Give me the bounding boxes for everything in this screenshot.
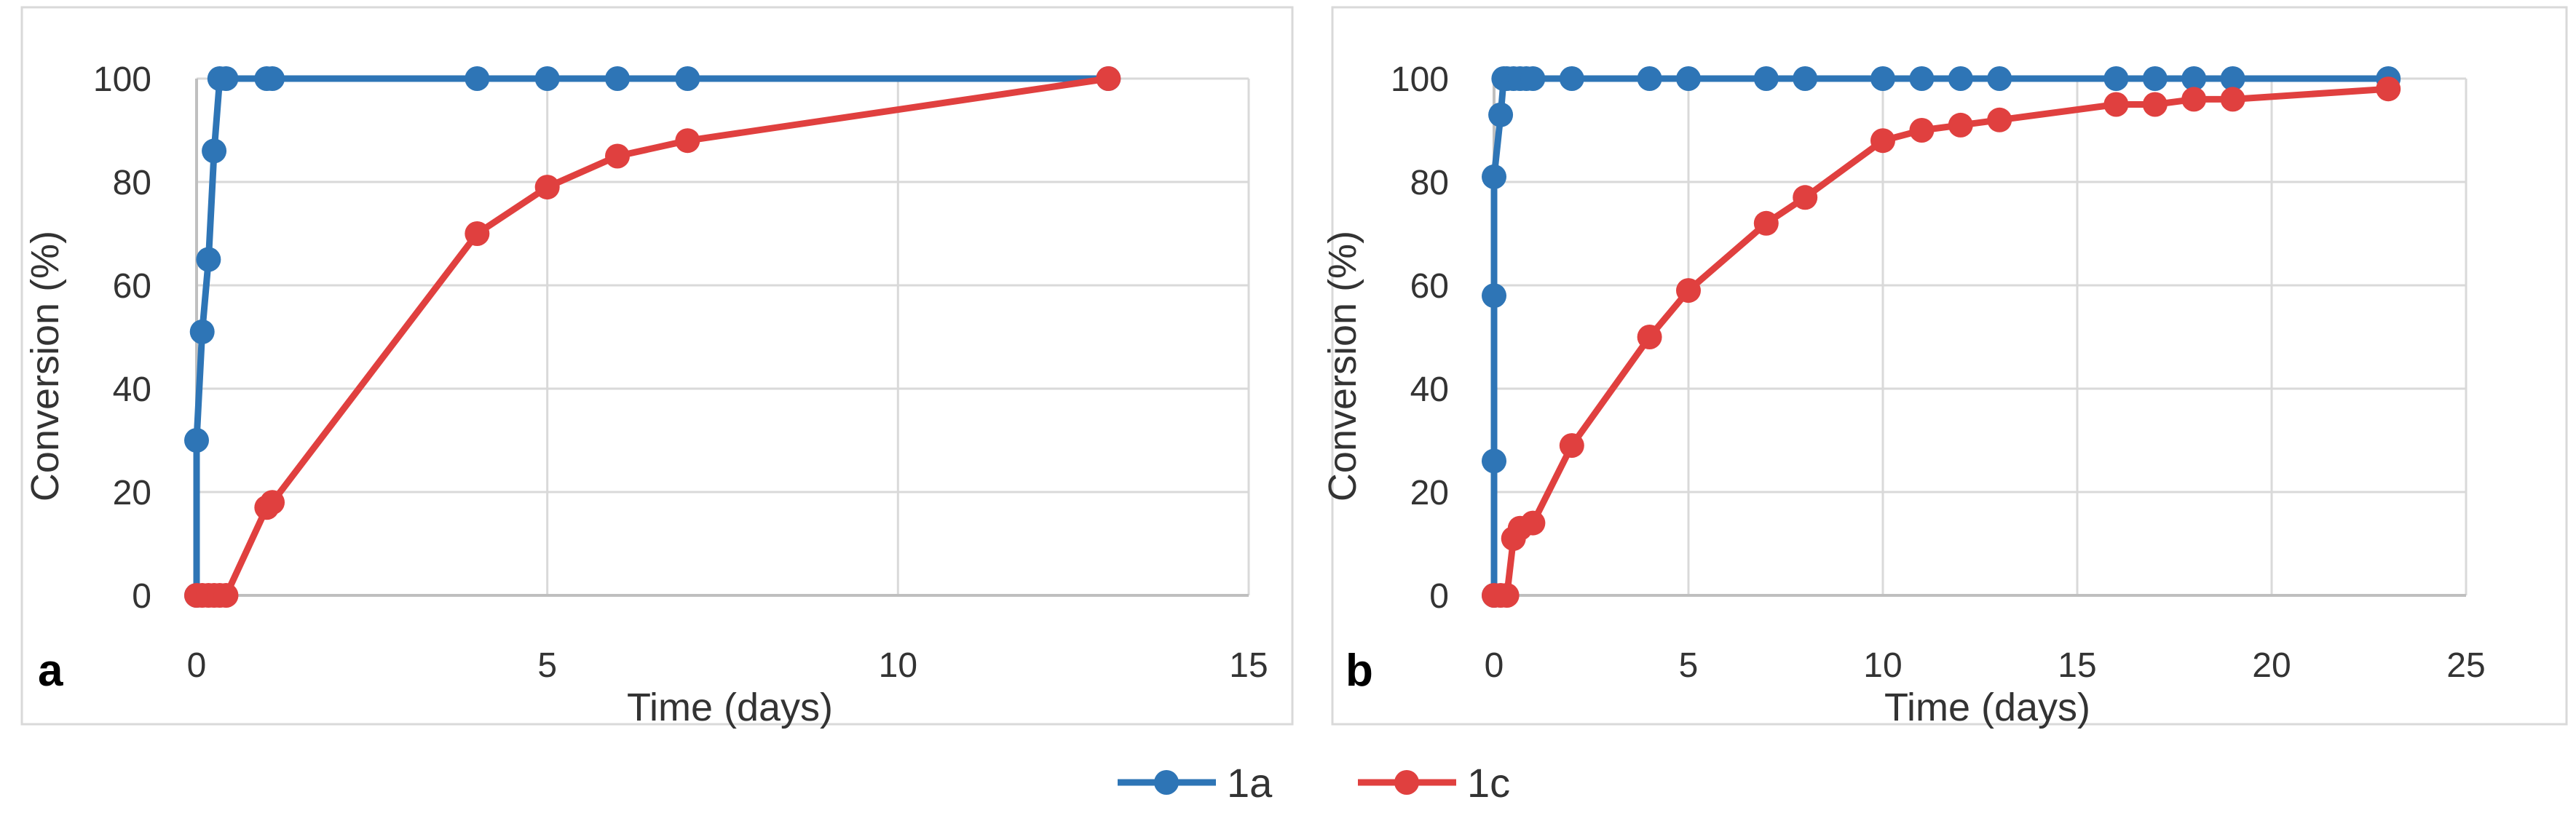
data-point (1482, 283, 1506, 309)
panel-label: a (38, 646, 63, 696)
y-tick-label: 80 (113, 164, 151, 202)
data-point (1987, 107, 2012, 132)
data-point (1096, 66, 1121, 91)
x-tick-label: 20 (2252, 646, 2291, 685)
data-point (1948, 112, 1973, 138)
x-tick-label: 0 (187, 646, 207, 685)
x-tick-label: 10 (1863, 646, 1902, 685)
data-point (213, 583, 239, 608)
panel-b: 0 20 40 60 80 100 0 5 10 15 20 25 Time (days) Convers… (1321, 6, 2568, 729)
x-axis-title: Time (days) (627, 686, 833, 729)
series-line (1490, 75, 2392, 599)
x-tick-label: 10 (879, 646, 917, 685)
data-point (1909, 118, 1935, 143)
series-line (193, 75, 1112, 599)
x-tick-label: 5 (1679, 646, 1699, 685)
data-point (1482, 448, 1506, 474)
panel-a: 0 20 40 60 80 100 0 5 10 15 Time (days) Conversion … (20, 6, 1294, 729)
data-point (675, 66, 700, 91)
panel-label: b (1346, 646, 1373, 696)
panel-frame (20, 6, 1294, 726)
data-point (1753, 66, 1779, 91)
data-point (1948, 66, 1973, 91)
y-tick-label: 0 (1429, 577, 1449, 616)
data-point (2220, 66, 2245, 91)
series-line (1490, 85, 2392, 599)
y-tick-label: 40 (113, 370, 151, 409)
data-point (189, 319, 215, 344)
data-point (1520, 510, 1546, 536)
data-point (675, 128, 700, 154)
data-point (1637, 66, 1662, 91)
data-point (465, 221, 490, 246)
data-point (605, 66, 630, 91)
y-tick-label: 20 (113, 474, 151, 512)
y-tick-label: 100 (1391, 60, 1449, 99)
data-point (213, 66, 239, 91)
data-point (2181, 66, 2207, 91)
legend-label: 1c (1467, 760, 1510, 806)
legend: 1a 1c (1118, 760, 1510, 806)
legend-marker (1394, 770, 1419, 795)
data-point (605, 143, 630, 169)
data-point (1482, 164, 1506, 189)
x-tick-label: 25 (2446, 646, 2485, 685)
data-point (196, 247, 221, 272)
y-tick-label: 100 (93, 60, 151, 99)
data-point (1753, 210, 1779, 236)
data-point (2181, 87, 2207, 112)
y-axis-title: Conversion (%) (1321, 231, 1364, 501)
y-tick-label: 60 (113, 267, 151, 306)
data-point (1870, 128, 1895, 154)
x-tick-label: 15 (2058, 646, 2096, 685)
x-axis-title: Time (days) (1884, 686, 2090, 729)
series-1c (184, 66, 1121, 608)
data-point (2103, 92, 2129, 117)
data-point (1559, 433, 1584, 459)
legend-item-1c: 1c (1358, 760, 1510, 806)
data-point (184, 428, 209, 453)
data-point (534, 175, 560, 200)
data-point (1559, 66, 1584, 91)
data-point (1494, 583, 1520, 608)
data-point (2103, 66, 2129, 91)
y-axis-title: Conversion (%) (23, 231, 67, 501)
y-tick-label: 60 (1410, 267, 1449, 306)
data-point (1488, 102, 1514, 127)
series-line (193, 75, 1112, 599)
data-point (534, 66, 560, 91)
y-tick-label: 80 (1410, 164, 1449, 202)
data-point (1793, 66, 1818, 91)
data-point (2142, 66, 2168, 91)
x-tick-label: 5 (537, 646, 557, 685)
data-point (2142, 92, 2168, 117)
legend-label: 1a (1227, 760, 1273, 806)
data-point (202, 138, 227, 164)
data-point (2376, 76, 2401, 102)
series-1a (1482, 66, 2401, 608)
data-point (1987, 66, 2012, 91)
data-point (465, 66, 490, 91)
data-point (1909, 66, 1935, 91)
y-tick-label: 40 (1410, 370, 1449, 409)
data-point (1676, 66, 1701, 91)
data-point (1793, 185, 1818, 210)
data-point (1870, 66, 1895, 91)
data-point (1637, 325, 1662, 349)
y-tick-label: 20 (1410, 474, 1449, 512)
series-1c (1482, 76, 2401, 608)
data-point (1676, 278, 1701, 304)
y-tick-label: 0 (132, 577, 151, 616)
panel-frame (1331, 6, 2568, 726)
data-point (260, 490, 285, 515)
x-tick-label: 15 (1229, 646, 1268, 685)
data-point (260, 66, 285, 91)
data-point (1520, 66, 1546, 91)
legend-item-1a: 1a (1118, 760, 1273, 806)
x-tick-label: 0 (1485, 646, 1504, 685)
data-point (2220, 87, 2245, 112)
legend-marker (1154, 770, 1179, 795)
